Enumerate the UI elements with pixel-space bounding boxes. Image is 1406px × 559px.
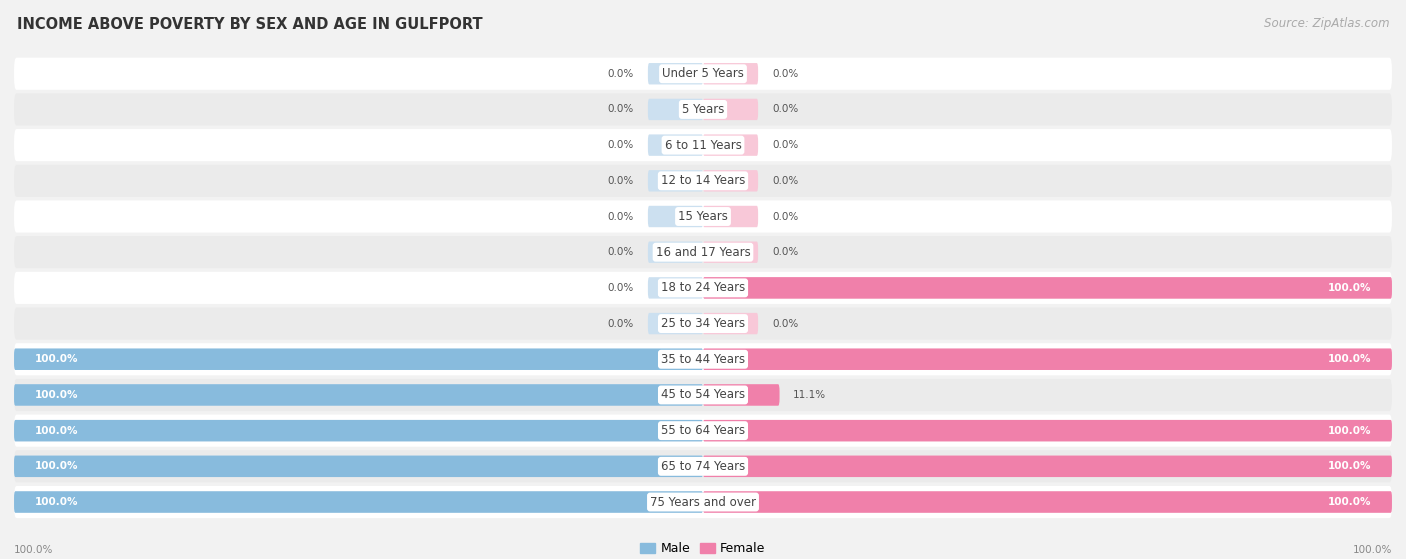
- FancyBboxPatch shape: [14, 491, 703, 513]
- Text: 0.0%: 0.0%: [772, 247, 799, 257]
- FancyBboxPatch shape: [14, 272, 1392, 304]
- FancyBboxPatch shape: [703, 420, 1392, 442]
- Text: 11.1%: 11.1%: [793, 390, 827, 400]
- FancyBboxPatch shape: [14, 307, 1392, 340]
- Text: 12 to 14 Years: 12 to 14 Years: [661, 174, 745, 187]
- FancyBboxPatch shape: [703, 491, 1392, 513]
- Text: 16 and 17 Years: 16 and 17 Years: [655, 246, 751, 259]
- Text: 0.0%: 0.0%: [772, 319, 799, 329]
- Text: 0.0%: 0.0%: [607, 283, 634, 293]
- Text: 0.0%: 0.0%: [772, 105, 799, 115]
- Text: 100.0%: 100.0%: [1327, 283, 1371, 293]
- FancyBboxPatch shape: [14, 420, 703, 442]
- FancyBboxPatch shape: [703, 384, 779, 406]
- FancyBboxPatch shape: [703, 99, 758, 120]
- FancyBboxPatch shape: [14, 201, 1392, 233]
- Text: 100.0%: 100.0%: [1353, 545, 1392, 555]
- FancyBboxPatch shape: [648, 313, 703, 334]
- Text: 0.0%: 0.0%: [607, 176, 634, 186]
- Text: 65 to 74 Years: 65 to 74 Years: [661, 460, 745, 473]
- Text: 5 Years: 5 Years: [682, 103, 724, 116]
- FancyBboxPatch shape: [703, 491, 1392, 513]
- Text: 0.0%: 0.0%: [607, 319, 634, 329]
- Text: 0.0%: 0.0%: [607, 211, 634, 221]
- Text: 0.0%: 0.0%: [607, 140, 634, 150]
- FancyBboxPatch shape: [14, 165, 1392, 197]
- Text: 35 to 44 Years: 35 to 44 Years: [661, 353, 745, 366]
- Text: 0.0%: 0.0%: [607, 105, 634, 115]
- Text: 0.0%: 0.0%: [772, 140, 799, 150]
- Text: 45 to 54 Years: 45 to 54 Years: [661, 389, 745, 401]
- Text: 100.0%: 100.0%: [35, 461, 79, 471]
- Text: Source: ZipAtlas.com: Source: ZipAtlas.com: [1264, 17, 1389, 30]
- FancyBboxPatch shape: [648, 170, 703, 192]
- FancyBboxPatch shape: [14, 451, 1392, 482]
- Text: 0.0%: 0.0%: [607, 69, 634, 79]
- Text: 100.0%: 100.0%: [35, 425, 79, 435]
- FancyBboxPatch shape: [703, 170, 758, 192]
- Text: 0.0%: 0.0%: [607, 247, 634, 257]
- Text: 100.0%: 100.0%: [1327, 354, 1371, 364]
- Text: 25 to 34 Years: 25 to 34 Years: [661, 317, 745, 330]
- FancyBboxPatch shape: [648, 63, 703, 84]
- FancyBboxPatch shape: [14, 456, 703, 477]
- FancyBboxPatch shape: [648, 99, 703, 120]
- Legend: Male, Female: Male, Female: [641, 542, 765, 556]
- FancyBboxPatch shape: [14, 343, 1392, 375]
- Text: 100.0%: 100.0%: [1327, 461, 1371, 471]
- Text: 6 to 11 Years: 6 to 11 Years: [665, 139, 741, 151]
- FancyBboxPatch shape: [703, 456, 1392, 477]
- FancyBboxPatch shape: [648, 206, 703, 227]
- Text: Under 5 Years: Under 5 Years: [662, 67, 744, 80]
- Text: 0.0%: 0.0%: [772, 211, 799, 221]
- FancyBboxPatch shape: [648, 241, 703, 263]
- Text: 15 Years: 15 Years: [678, 210, 728, 223]
- FancyBboxPatch shape: [14, 349, 703, 370]
- Text: 18 to 24 Years: 18 to 24 Years: [661, 281, 745, 295]
- FancyBboxPatch shape: [14, 486, 1392, 518]
- Text: 100.0%: 100.0%: [35, 390, 79, 400]
- FancyBboxPatch shape: [703, 456, 1392, 477]
- FancyBboxPatch shape: [703, 134, 758, 156]
- FancyBboxPatch shape: [14, 58, 1392, 90]
- Text: INCOME ABOVE POVERTY BY SEX AND AGE IN GULFPORT: INCOME ABOVE POVERTY BY SEX AND AGE IN G…: [17, 17, 482, 32]
- FancyBboxPatch shape: [14, 456, 703, 477]
- FancyBboxPatch shape: [703, 313, 758, 334]
- FancyBboxPatch shape: [14, 384, 703, 406]
- FancyBboxPatch shape: [14, 236, 1392, 268]
- FancyBboxPatch shape: [14, 93, 1392, 126]
- FancyBboxPatch shape: [648, 134, 703, 156]
- FancyBboxPatch shape: [648, 277, 703, 299]
- Text: 0.0%: 0.0%: [772, 69, 799, 79]
- FancyBboxPatch shape: [14, 491, 703, 513]
- Text: 75 Years and over: 75 Years and over: [650, 495, 756, 509]
- FancyBboxPatch shape: [14, 384, 703, 406]
- FancyBboxPatch shape: [14, 379, 1392, 411]
- Text: 100.0%: 100.0%: [14, 545, 53, 555]
- FancyBboxPatch shape: [703, 206, 758, 227]
- FancyBboxPatch shape: [703, 277, 1392, 299]
- FancyBboxPatch shape: [703, 63, 758, 84]
- FancyBboxPatch shape: [703, 384, 779, 406]
- FancyBboxPatch shape: [703, 241, 758, 263]
- Text: 55 to 64 Years: 55 to 64 Years: [661, 424, 745, 437]
- FancyBboxPatch shape: [703, 349, 1392, 370]
- Text: 100.0%: 100.0%: [1327, 425, 1371, 435]
- FancyBboxPatch shape: [14, 129, 1392, 161]
- FancyBboxPatch shape: [703, 420, 1392, 442]
- FancyBboxPatch shape: [14, 420, 703, 442]
- Text: 100.0%: 100.0%: [35, 354, 79, 364]
- Text: 0.0%: 0.0%: [772, 176, 799, 186]
- FancyBboxPatch shape: [14, 415, 1392, 447]
- FancyBboxPatch shape: [703, 277, 1392, 299]
- FancyBboxPatch shape: [14, 349, 703, 370]
- Text: 100.0%: 100.0%: [1327, 497, 1371, 507]
- Text: 100.0%: 100.0%: [35, 497, 79, 507]
- FancyBboxPatch shape: [703, 349, 1392, 370]
